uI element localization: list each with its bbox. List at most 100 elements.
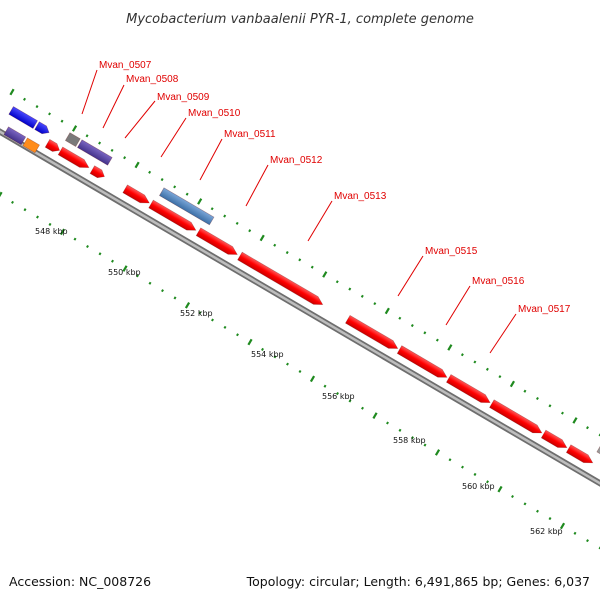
- leader-line: [445, 285, 471, 326]
- gene-box[interactable]: [596, 443, 600, 459]
- gene-label[interactable]: Mvan_0509: [157, 92, 210, 103]
- tick-mark: [423, 443, 427, 447]
- tick-label: 552 kbp: [180, 309, 213, 318]
- tick-mark: [85, 134, 89, 138]
- tick-mark: [59, 228, 66, 236]
- tick-mark: [9, 88, 15, 96]
- gene-arrow-shape[interactable]: [44, 139, 62, 154]
- gene-arrow-shape[interactable]: [540, 429, 569, 451]
- tick-mark: [273, 243, 277, 247]
- gene-label[interactable]: Mvan_0510: [188, 108, 241, 119]
- gene-arrow-shape[interactable]: [565, 444, 595, 467]
- tick-mark: [35, 105, 39, 109]
- tick-mark: [309, 375, 316, 383]
- gene-arrow-shape[interactable]: [148, 199, 198, 234]
- gene-box-shape[interactable]: [159, 187, 215, 226]
- tick-mark: [523, 502, 527, 506]
- tick-mark: [473, 360, 477, 364]
- gene-arrow[interactable]: [57, 146, 91, 171]
- gene-label[interactable]: Mvan_0512: [270, 155, 323, 166]
- gene-label[interactable]: Mvan_0513: [334, 191, 387, 202]
- tick-mark: [335, 280, 339, 284]
- tick-label: 556 kbp: [322, 392, 355, 401]
- gene-arrow-shape[interactable]: [489, 399, 545, 437]
- tick-mark: [322, 271, 328, 278]
- gene-arrow[interactable]: [122, 184, 152, 207]
- tick-mark: [548, 404, 552, 408]
- gene-arrow-shape[interactable]: [195, 227, 239, 259]
- tick-mark: [398, 428, 402, 432]
- tick-mark: [134, 161, 140, 169]
- gene-arrow[interactable]: [445, 374, 492, 407]
- gene-label[interactable]: Mvan_0516: [472, 276, 525, 287]
- tick-mark: [386, 421, 389, 425]
- gene-box-shape[interactable]: [64, 132, 81, 147]
- tick-mark: [223, 325, 227, 329]
- tick-mark: [323, 384, 327, 388]
- tick-mark: [286, 362, 289, 366]
- tick-mark: [0, 191, 3, 198]
- gene-arrow[interactable]: [540, 429, 569, 451]
- gene-arrow-shape[interactable]: [34, 121, 52, 137]
- gene-arrow[interactable]: [237, 251, 325, 308]
- tick-label: 562 kbp: [530, 527, 563, 536]
- tick-mark: [148, 281, 152, 285]
- tick-mark: [511, 494, 514, 499]
- gene-arrow[interactable]: [345, 314, 400, 352]
- tick-mark: [298, 369, 302, 374]
- gene-box-shape[interactable]: [77, 139, 113, 166]
- gene-box-shape[interactable]: [22, 137, 40, 154]
- gene-arrow[interactable]: [195, 227, 239, 259]
- gene-arrow-shape[interactable]: [57, 146, 91, 171]
- tick-mark: [198, 311, 202, 315]
- gene-label[interactable]: Mvan_0507: [99, 60, 152, 71]
- tick-mark: [122, 265, 128, 272]
- gene-arrow-shape[interactable]: [445, 374, 492, 407]
- tick-mark: [448, 458, 452, 462]
- tick-mark: [360, 294, 364, 298]
- tick-mark: [273, 355, 277, 359]
- gene-box[interactable]: [159, 187, 215, 226]
- leader-line: [199, 138, 223, 181]
- gene-arrow[interactable]: [396, 345, 449, 382]
- gene-box-shape[interactable]: [3, 126, 27, 146]
- gene-arrow-shape[interactable]: [122, 184, 152, 207]
- gene-box[interactable]: [8, 106, 38, 129]
- tick-mark: [486, 480, 489, 484]
- tick-mark: [136, 274, 139, 278]
- gene-label[interactable]: Mvan_0517: [518, 304, 571, 315]
- tick-mark: [185, 192, 189, 196]
- tick-mark: [473, 472, 477, 476]
- gene-arrow[interactable]: [565, 444, 595, 467]
- gene-box-shape[interactable]: [8, 106, 38, 129]
- gene-box[interactable]: [22, 137, 40, 154]
- gene-box-shape[interactable]: [596, 443, 600, 459]
- tick-mark: [348, 399, 352, 403]
- tick-mark: [348, 287, 352, 291]
- gene-arrow[interactable]: [489, 399, 545, 437]
- gene-arrow[interactable]: [148, 199, 198, 234]
- gene-box[interactable]: [3, 126, 27, 146]
- leader-line: [124, 100, 156, 139]
- gene-track: [3, 106, 600, 467]
- leader-line: [245, 164, 269, 207]
- gene-label[interactable]: Mvan_0515: [425, 246, 478, 257]
- gene-label[interactable]: Mvan_0508: [126, 74, 179, 85]
- gene-arrow-shape[interactable]: [345, 314, 400, 352]
- tick-mark: [71, 125, 78, 132]
- gene-box[interactable]: [64, 132, 81, 147]
- gene-label[interactable]: Mvan_0511: [224, 129, 276, 140]
- tick-mark: [485, 367, 489, 371]
- gene-arrow-shape[interactable]: [396, 345, 449, 382]
- gene-arrow[interactable]: [34, 121, 52, 137]
- gene-box[interactable]: [77, 139, 113, 166]
- gene-arrow-shape[interactable]: [89, 165, 107, 181]
- tick-label: 558 kbp: [393, 436, 426, 445]
- leader-line: [160, 117, 187, 158]
- tick-mark: [223, 214, 227, 218]
- gene-arrow-shape[interactable]: [237, 251, 325, 308]
- gene-arrow[interactable]: [44, 139, 62, 154]
- gene-arrow[interactable]: [89, 165, 107, 181]
- tick-mark: [560, 411, 564, 415]
